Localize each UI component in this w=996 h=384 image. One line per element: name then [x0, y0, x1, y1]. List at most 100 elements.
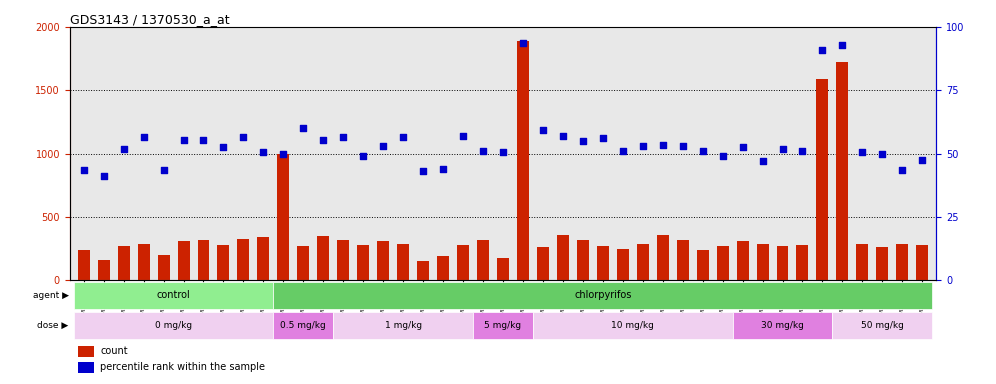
Text: dose ▶: dose ▶ [38, 321, 69, 330]
Bar [177, 241, 189, 280]
FancyBboxPatch shape [473, 312, 533, 339]
Bar [377, 241, 389, 280]
Bar [137, 244, 149, 280]
Text: GDS3143 / 1370530_a_at: GDS3143 / 1370530_a_at [70, 13, 229, 26]
Point [275, 151, 291, 157]
Point [615, 148, 630, 154]
Point [874, 151, 890, 157]
FancyBboxPatch shape [833, 312, 932, 339]
Point [395, 134, 411, 140]
Point [316, 137, 332, 143]
FancyBboxPatch shape [273, 282, 932, 309]
Point [495, 149, 511, 156]
Bar [358, 245, 370, 280]
Text: chlorpyrifos: chlorpyrifos [574, 291, 631, 301]
Text: 50 mg/kg: 50 mg/kg [861, 321, 903, 330]
Point [336, 134, 352, 140]
Point [235, 134, 251, 140]
Bar [617, 249, 628, 280]
Bar [298, 246, 310, 280]
Bar [537, 247, 549, 280]
Text: agent ▶: agent ▶ [33, 291, 69, 300]
Bar [577, 240, 589, 280]
Point [815, 46, 831, 53]
Point [135, 134, 151, 140]
Point [855, 149, 871, 156]
Point [575, 138, 591, 144]
Point [255, 149, 271, 156]
Point [195, 137, 211, 143]
Text: 5 mg/kg: 5 mg/kg [484, 321, 522, 330]
Bar [837, 62, 849, 280]
Bar [457, 245, 469, 280]
Bar [257, 237, 269, 280]
Point [455, 133, 471, 139]
Point [674, 143, 690, 149]
Bar [98, 260, 110, 280]
Bar [338, 240, 350, 280]
Bar [916, 245, 928, 280]
Point [296, 125, 312, 131]
Point [755, 158, 771, 164]
Bar [696, 250, 708, 280]
Point [155, 167, 171, 173]
Point [694, 148, 710, 154]
Point [175, 137, 191, 143]
Bar [777, 246, 789, 280]
Bar [876, 247, 888, 280]
Text: 0 mg/kg: 0 mg/kg [155, 321, 192, 330]
Point [375, 143, 391, 149]
Point [475, 148, 491, 154]
Text: 30 mg/kg: 30 mg/kg [761, 321, 804, 330]
Bar [817, 79, 829, 280]
Bar [757, 244, 769, 280]
Bar [277, 154, 290, 280]
Bar [417, 262, 429, 280]
Text: control: control [156, 291, 190, 301]
FancyBboxPatch shape [273, 312, 334, 339]
Bar [237, 238, 249, 280]
Bar [437, 257, 449, 280]
Bar [797, 245, 809, 280]
Bar [517, 41, 529, 280]
Bar [737, 241, 749, 280]
Point [775, 146, 791, 152]
Point [914, 157, 930, 163]
FancyBboxPatch shape [733, 312, 833, 339]
Bar [397, 244, 409, 280]
Point [634, 143, 650, 149]
Point [654, 142, 670, 148]
Point [535, 126, 551, 132]
Bar [79, 362, 94, 373]
Bar [217, 245, 229, 280]
Text: count: count [100, 346, 127, 356]
FancyBboxPatch shape [74, 312, 273, 339]
Bar [597, 246, 609, 280]
Bar [79, 346, 94, 357]
Bar [78, 250, 90, 280]
Bar [477, 240, 489, 280]
Bar [157, 255, 169, 280]
Text: 10 mg/kg: 10 mg/kg [612, 321, 654, 330]
Point [96, 174, 112, 180]
Bar [318, 236, 330, 280]
Point [356, 153, 372, 159]
Point [595, 136, 611, 142]
Text: percentile rank within the sample: percentile rank within the sample [100, 362, 265, 372]
Text: 0.5 mg/kg: 0.5 mg/kg [281, 321, 327, 330]
Bar [857, 244, 869, 280]
Point [555, 133, 571, 139]
Point [116, 146, 131, 152]
Bar [896, 244, 908, 280]
Point [715, 153, 731, 159]
Point [835, 41, 851, 48]
Point [435, 166, 451, 172]
Bar [118, 246, 129, 280]
Point [515, 40, 531, 46]
Bar [716, 246, 729, 280]
FancyBboxPatch shape [533, 312, 733, 339]
Bar [557, 235, 569, 280]
Point [415, 168, 431, 174]
FancyBboxPatch shape [334, 312, 473, 339]
Point [76, 167, 92, 173]
